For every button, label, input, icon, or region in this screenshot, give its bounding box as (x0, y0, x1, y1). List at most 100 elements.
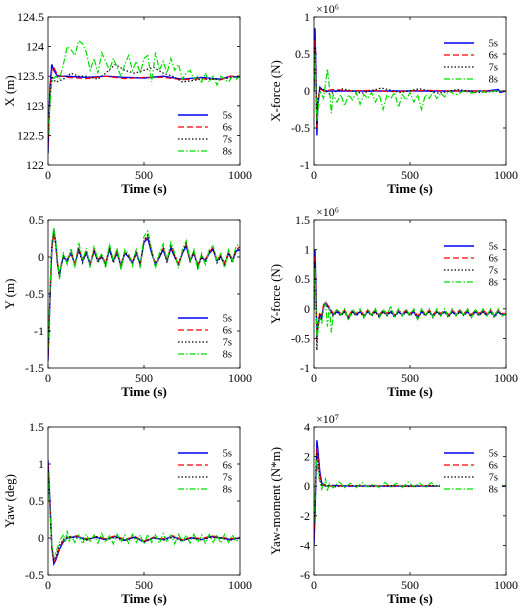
x-tick-label: 0 (45, 371, 51, 385)
legend-entry: 5s (223, 111, 232, 122)
x-tick-label: 0 (45, 168, 51, 182)
axis-exponent: ×10⁷ (316, 412, 339, 426)
legend-entry: 8s (489, 278, 498, 289)
series-line-7s (314, 46, 506, 125)
legend-entry: 5s (489, 449, 498, 460)
y-axis-label: Y (m) (2, 279, 17, 310)
y-axis-label: Yaw (deg) (2, 474, 17, 528)
y-tick-label: 1 (38, 457, 44, 471)
y-tick-label: -0.5 (291, 121, 310, 135)
legend-entry: 6s (223, 326, 232, 337)
y-axis-label: X-force (N) (268, 60, 283, 122)
x-tick-label: 500 (135, 371, 153, 385)
x-axis-label: Time (s) (121, 384, 167, 399)
series-line-6s (314, 39, 506, 129)
y-tick-label: 1 (304, 10, 310, 24)
y-tick-label: 1.5 (295, 213, 310, 227)
x-axis-label: Time (s) (387, 591, 433, 606)
y-tick-label: 122 (26, 158, 44, 172)
legend-entry: 6s (489, 254, 498, 265)
y-tick-label: -1 (300, 158, 310, 172)
legend-entry: 6s (223, 461, 232, 472)
panel-y: 0 500 1000 -1.5 -1 -0.5 0 0.5 Time (s) Y (m) 5s6s7… (2, 213, 252, 399)
y-tick-label: -4 (300, 538, 310, 552)
y-tick-label: 0.5 (29, 494, 44, 508)
y-tick-label: -1 (34, 324, 44, 338)
y-tick-label: 0 (304, 302, 310, 316)
panel-x: 0 500 1000 122 122.5 123 123.5 124 124.5 Time (s)… (2, 10, 252, 196)
panel-xforce: 0 500 1000 -1 -0.5 0 0.5 1 Time (s) X-force (N) ×1… (268, 2, 518, 196)
legend-entry: 7s (489, 266, 498, 277)
legend-entry: 6s (223, 123, 232, 134)
axis-exponent: ×10⁶ (316, 2, 339, 16)
legend-entry: 5s (223, 314, 232, 325)
y-tick-label: 123 (26, 99, 44, 113)
y-axis-label: X (m) (2, 75, 17, 106)
y-tick-label: 0 (304, 84, 310, 98)
x-tick-label: 500 (401, 168, 419, 182)
y-tick-label: 0 (304, 479, 310, 493)
y-tick-label: -2 (300, 509, 310, 523)
y-axis-label: Y-force (N) (268, 264, 283, 324)
x-tick-label: 500 (135, 578, 153, 592)
legend-entry: 6s (489, 51, 498, 62)
legend-entry: 7s (223, 473, 232, 484)
series-line-8s (48, 39, 240, 136)
y-tick-label: 123.5 (17, 69, 44, 83)
x-tick-label: 1000 (228, 578, 252, 592)
y-tick-label: 0 (38, 250, 44, 264)
y-tick-label: 0.5 (29, 213, 44, 227)
x-tick-label: 1000 (228, 371, 252, 385)
x-axis-label: Time (s) (387, 384, 433, 399)
x-axis-label: Time (s) (121, 181, 167, 196)
legend-entry: 5s (489, 39, 498, 50)
legend-entry: 7s (223, 338, 232, 349)
legend-entry: 7s (223, 135, 232, 146)
x-tick-label: 500 (135, 168, 153, 182)
y-tick-label: 124 (26, 40, 44, 54)
y-tick-label: 1.5 (29, 420, 44, 434)
x-tick-label: 0 (45, 578, 51, 592)
series-line-8s (314, 53, 506, 121)
series-line-7s (48, 467, 240, 563)
y-tick-label: -1 (300, 361, 310, 375)
y-tick-label: 0.5 (295, 47, 310, 61)
y-tick-label: 1 (304, 243, 310, 257)
y-tick-label: 4 (304, 420, 310, 434)
series-line-8s (314, 267, 506, 339)
legend-entry: 7s (489, 473, 498, 484)
y-tick-label: -0.5 (25, 287, 44, 301)
x-tick-label: 1000 (494, 371, 518, 385)
x-tick-label: 1000 (494, 168, 518, 182)
legend-entry: 5s (223, 449, 232, 460)
y-tick-label: -0.5 (291, 331, 310, 345)
y-tick-label: 0 (38, 531, 44, 545)
panel-yawmoment: 0 500 1000 -6 -4 -2 0 2 4 Time (s) Yaw-moment (N*m… (268, 412, 518, 606)
y-tick-label: -6 (300, 568, 310, 582)
series-line-6s (48, 232, 240, 357)
legend-entry: 8s (489, 485, 498, 496)
x-axis-label: Time (s) (387, 181, 433, 196)
panel-yforce: 0 500 1000 -1 -0.5 0 0.5 1 1.5 Time (s) Y-force (N… (268, 205, 518, 399)
series-line-8s (48, 471, 240, 559)
x-tick-label: 500 (401, 371, 419, 385)
y-tick-label: -1.5 (25, 361, 44, 375)
series-line-7s (48, 63, 240, 142)
legend-entry: 5s (489, 242, 498, 253)
legend-entry: 8s (223, 485, 232, 496)
y-axis-label: Yaw-moment (N*m) (268, 447, 283, 555)
y-tick-label: 122.5 (17, 128, 44, 142)
legend-entry: 8s (223, 147, 232, 158)
y-tick-label: 124.5 (17, 10, 44, 24)
y-tick-label: 2 (304, 450, 310, 464)
legend-entry: 8s (223, 350, 232, 361)
legend-entry: 7s (489, 63, 498, 74)
